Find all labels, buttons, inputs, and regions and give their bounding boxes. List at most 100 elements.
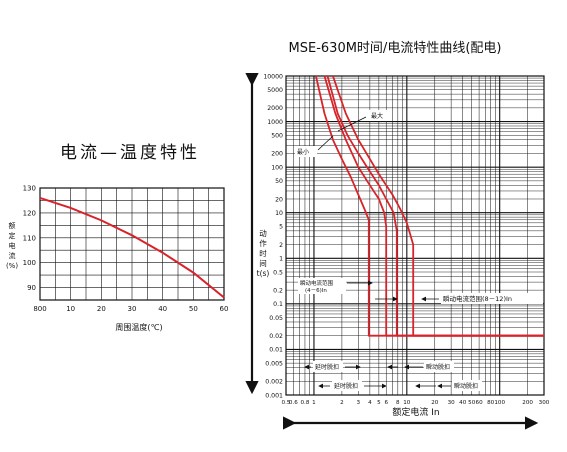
y-tick-label: 0.5: [273, 269, 283, 276]
annotation-max: 最大: [337, 110, 389, 132]
y-label-char: (%): [6, 262, 18, 270]
temperature-chart-series: [39, 197, 225, 299]
x-tick-label: 0.6: [289, 400, 298, 406]
x-tick-label: 200: [522, 400, 533, 406]
y-tick-label: 5: [279, 224, 283, 231]
x-tick-label: 50: [468, 400, 476, 406]
x-tick-label: 10: [66, 305, 75, 313]
svg-text:最小: 最小: [297, 148, 309, 156]
annotation-inst-range: 瞬动电流范围(8－12)In: [375, 293, 543, 304]
annotation-inst-trip: 瞬动脱扣: [387, 361, 454, 372]
temperature-chart-y-label: 额定电流 (%): [6, 221, 18, 270]
x-tick-label: 0.8: [301, 400, 310, 406]
time-current-chart-grid: [285, 75, 545, 396]
y-tick-label: 2: [279, 242, 283, 249]
annotation-delay-trip-2: 延时脱扣: [318, 380, 387, 391]
annotation-inst-trip-2: 瞬动脱扣: [415, 380, 482, 391]
series-line: [332, 75, 544, 337]
y-tick-label: 0.002: [265, 379, 283, 386]
y-label-char: 定: [9, 231, 16, 240]
y-tick-label: 200: [271, 151, 283, 158]
x-tick-label: 10: [403, 400, 411, 406]
y-tick-label: 500: [271, 133, 283, 140]
y-tick-label: 5000: [267, 87, 283, 94]
x-tick-label: 5: [377, 400, 381, 406]
x-tick-label: 30: [448, 400, 456, 406]
svg-text:最大: 最大: [371, 112, 383, 120]
temperature-chart-x-label: 周围温度(℃): [115, 322, 162, 332]
temperature-chart-y-ticks: 130 120 110 100 90: [23, 185, 36, 293]
svg-text:瞬动脱扣: 瞬动脱扣: [426, 363, 450, 371]
time-current-chart: MSE-630M时间/电流特性曲线(配电) 10000 5000 2000 1000 5…: [245, 41, 550, 430]
x-tick-label: 300: [539, 400, 550, 406]
svg-text:瞬动脱扣: 瞬动脱扣: [454, 382, 478, 390]
time-current-chart-x-ticks: 0.50.6 0.8 1 2 3 4 5 6 8 10 20 30 40 50 60 80 100 200 300: [282, 400, 550, 406]
time-current-chart-x-label: 额定电流 In: [392, 406, 439, 418]
time-current-chart-y-ticks: 10000 5000 2000 1000 500 200 100 50 20 10 5 2 1 0.5 0.…: [263, 73, 283, 399]
series-line: [326, 75, 544, 337]
x-tick-label: 60: [476, 400, 484, 406]
x-tick-label: 3: [356, 400, 360, 406]
annotation-inst-adjust-small: 瞬动电流范围 (4－6)In: [298, 278, 373, 294]
y-label-char: 作: [259, 238, 267, 248]
x-tick-label: 40: [459, 400, 467, 406]
y-label-char: 电: [9, 241, 16, 250]
series-line: [39, 197, 225, 299]
temperature-chart-title: 电流—温度特性: [60, 143, 200, 163]
temperature-chart-x-ticks: 800 10 20 30 40 50 60: [33, 305, 228, 313]
x-tick-label: 40: [158, 305, 167, 313]
annotation-delay-trip: 延时脱扣: [304, 361, 361, 372]
temperature-chart-grid: [39, 187, 225, 301]
y-tick-label: 10000: [263, 73, 283, 80]
x-tick-label: 1: [312, 400, 316, 406]
y-tick-label: 10: [275, 210, 283, 217]
time-current-chart-title: MSE-630M时间/电流特性曲线(配电): [289, 41, 502, 56]
x-tick-label: 100: [494, 400, 505, 406]
time-current-chart-series: [315, 75, 544, 337]
y-tick-label: 1: [279, 256, 283, 263]
y-tick-label: 110: [23, 234, 36, 242]
x-tick-label: 800: [33, 305, 46, 313]
x-tick-label: 8: [396, 400, 400, 406]
y-tick-label: 0.2: [273, 287, 283, 294]
x-tick-label: 0.5: [282, 400, 291, 406]
x-tick-label: 20: [431, 400, 439, 406]
y-tick-label: 0.01: [269, 347, 283, 354]
annotation-min: 最小: [295, 135, 334, 157]
x-tick-label: 4: [368, 400, 372, 406]
y-tick-label: 100: [23, 259, 36, 267]
svg-text:瞬动电流范围: 瞬动电流范围: [300, 279, 334, 287]
x-tick-label: 60: [220, 305, 229, 313]
y-tick-label: 0.02: [269, 333, 283, 340]
y-label-char: 间: [259, 259, 267, 268]
y-label-char: 流: [9, 251, 16, 260]
y-label-char: 时: [259, 248, 267, 258]
y-tick-label: 2000: [267, 105, 283, 112]
x-tick-label: 20: [97, 305, 106, 313]
y-label-char: 额: [9, 221, 16, 230]
y-tick-label: 20: [275, 196, 283, 203]
y-label-char: 动: [259, 228, 267, 238]
svg-text:(4－6)In: (4－6)In: [305, 288, 327, 294]
x-tick-label: 6: [384, 400, 388, 406]
y-tick-label: 0.005: [265, 360, 283, 367]
temperature-chart: 电流—温度特性 130 120 110 100 90 800 10 20 30 40 50 60 额…: [6, 143, 229, 332]
y-tick-label: 120: [23, 209, 36, 217]
x-tick-label: 80: [487, 400, 495, 406]
y-label-char: t(s): [257, 269, 270, 278]
y-tick-label: 100: [271, 164, 283, 171]
y-tick-label: 90: [27, 284, 36, 292]
svg-text:延时脱扣: 延时脱扣: [315, 363, 339, 371]
y-tick-label: 1000: [267, 119, 283, 126]
x-tick-label: 30: [128, 305, 137, 313]
y-tick-label: 130: [23, 185, 36, 193]
y-tick-label: 0.05: [269, 315, 283, 322]
svg-text:延时脱扣: 延时脱扣: [334, 382, 358, 390]
y-tick-label: 0.1: [273, 301, 283, 308]
x-tick-label: 50: [189, 305, 198, 313]
svg-text:瞬动电流范围(8－12)In: 瞬动电流范围(8－12)In: [443, 294, 512, 303]
y-tick-label: 50: [275, 178, 283, 185]
x-tick-label: 2: [340, 400, 344, 406]
